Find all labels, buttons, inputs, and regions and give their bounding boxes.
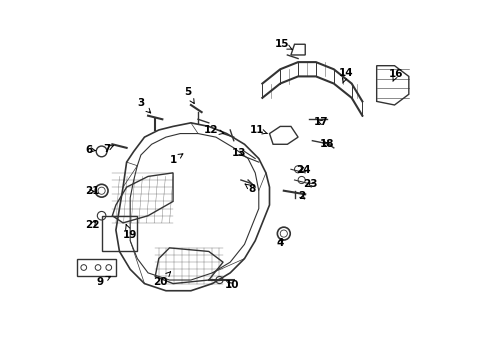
Text: 18: 18 bbox=[319, 139, 333, 149]
Text: 11: 11 bbox=[249, 125, 266, 135]
Text: 5: 5 bbox=[183, 87, 194, 103]
Text: 15: 15 bbox=[274, 39, 291, 49]
Text: 17: 17 bbox=[313, 117, 328, 127]
Text: 23: 23 bbox=[303, 179, 317, 189]
Text: 7: 7 bbox=[103, 144, 113, 154]
Text: 22: 22 bbox=[85, 220, 100, 230]
Text: 19: 19 bbox=[123, 225, 137, 240]
Text: 12: 12 bbox=[203, 125, 224, 135]
Text: 24: 24 bbox=[296, 165, 310, 175]
Text: 20: 20 bbox=[153, 272, 170, 287]
Text: 4: 4 bbox=[276, 238, 284, 248]
Text: 10: 10 bbox=[224, 280, 239, 291]
Text: 1: 1 bbox=[169, 154, 183, 165]
Text: 6: 6 bbox=[85, 145, 96, 155]
Text: 9: 9 bbox=[96, 276, 110, 287]
Text: 16: 16 bbox=[388, 68, 403, 81]
Text: 3: 3 bbox=[137, 98, 150, 113]
Text: 13: 13 bbox=[231, 148, 246, 158]
Text: 2: 2 bbox=[297, 191, 305, 201]
Text: 14: 14 bbox=[338, 68, 353, 83]
Text: 21: 21 bbox=[85, 186, 100, 197]
Text: 8: 8 bbox=[244, 184, 255, 194]
